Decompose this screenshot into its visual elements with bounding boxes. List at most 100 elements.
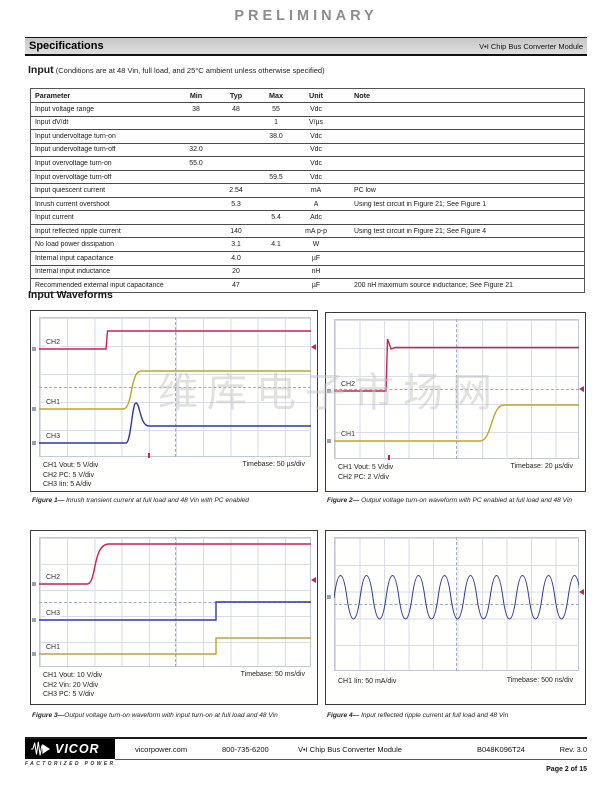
- setting-line: CH1 Vout: 5 V/div: [338, 464, 394, 471]
- caption-number: Figure 4—: [327, 712, 360, 719]
- table-row: Internal input capacitance 4.0 µF: [31, 251, 584, 265]
- logo-tagline: FACTORIZED POWER: [25, 761, 116, 767]
- col-header-min: Min: [189, 91, 203, 100]
- page-title: Specifications: [29, 40, 104, 52]
- cell-unit: Vdc: [310, 146, 322, 154]
- channel-label: CH1: [45, 398, 62, 407]
- scope-grid: [39, 317, 311, 457]
- spec-table: Parameter Min Typ Max Unit Note Input vo…: [30, 88, 585, 293]
- spec-table-rows: Input voltage range 38 48 55 Vdc Input dV/dt 1…: [31, 102, 584, 292]
- col-header-max: Max: [269, 91, 283, 100]
- table-row: Input current 5.4 Adc: [31, 210, 584, 224]
- trigger-position-marker: [388, 455, 390, 460]
- cell-param: Internal input inductance: [35, 268, 111, 276]
- cell-unit: Vdc: [310, 173, 322, 181]
- cell-typ: 48: [232, 105, 240, 113]
- setting-line: CH3 Iin: 5 A/div: [43, 481, 92, 488]
- vicor-waveform-icon: [31, 741, 50, 756]
- setting-line: CH1 Vout: 5 V/div: [43, 462, 99, 469]
- setting-line: CH2 PC: 5 V/div: [43, 471, 94, 479]
- channel-settings: CH1 Vout: 5 V/div CH2 PC: 5 V/div CH3 Ii…: [43, 461, 98, 490]
- table-row: Internal input inductance 20 nH: [31, 264, 584, 279]
- oscilloscope-screenshot-1: CH2 CH1 CH3 CH1 Vout: 5 V/div CH2 PC: 5 …: [30, 310, 318, 492]
- trigger-level-marker: [311, 577, 316, 583]
- cell-max: 4.1: [271, 241, 281, 249]
- page-number: Page 2 of 15: [546, 766, 587, 773]
- setting-line: CH2 PC: 2 V/div: [338, 473, 389, 481]
- setting-line: CH1 Iin: 50 mA/div: [338, 678, 397, 685]
- caption-number: Figure 3—: [32, 712, 65, 719]
- col-header-parameter: Parameter: [35, 91, 71, 100]
- caption-text: Input reflected ripple current at full l…: [359, 712, 509, 719]
- channel-ground-marker: [32, 347, 36, 351]
- timebase-label: Timebase: 50 ms/div: [240, 671, 305, 678]
- channel-label: CH2: [340, 380, 357, 389]
- table-row: Input quiescent current 2.54 mA PC low: [31, 183, 584, 197]
- figure-caption: Figure 2— Output voltage turn-on wavefor…: [327, 496, 582, 505]
- input-heading-label: Input: [28, 64, 54, 76]
- channel-ground-marker: [32, 407, 36, 411]
- channel-settings: CH1 Iin: 50 mA/div: [338, 677, 396, 687]
- cell-typ: 140: [230, 227, 242, 235]
- cell-unit: mA p-p: [305, 227, 327, 235]
- section-header-bar: Specifications V•I Chip Bus Converter Mo…: [25, 37, 587, 56]
- figure-caption: Figure 1— Inrush transient current at fu…: [32, 496, 314, 505]
- caption-text: Output voltage turn-on waveform with PC …: [359, 497, 573, 504]
- cell-max: 55: [272, 105, 280, 113]
- trigger-level-marker: [311, 344, 316, 350]
- scope-grid: [334, 537, 579, 671]
- channel-label: CH1: [45, 643, 62, 652]
- table-row: Input reflected ripple current 140 mA p-p U…: [31, 223, 584, 238]
- table-row: Input undervoltage turn-on 38.0 Vdc: [31, 129, 584, 143]
- cell-typ: 3.1: [231, 241, 241, 249]
- cell-unit: Vdc: [310, 132, 322, 140]
- cell-unit: nH: [311, 268, 321, 276]
- cell-param: No load power dissipation: [35, 241, 114, 249]
- col-header-unit: Unit: [309, 91, 323, 100]
- cell-param: Input overvoltage turn-off: [35, 173, 112, 181]
- cell-min: 55.0: [189, 159, 203, 167]
- cell-param: Inrush current overshoot: [35, 200, 110, 208]
- cell-typ: 4.0: [231, 254, 241, 262]
- cell-unit: V/µs: [309, 119, 323, 127]
- cell-typ: 47: [232, 281, 240, 289]
- footer-part-number: B048K096T24: [477, 745, 525, 754]
- cell-param: Input reflected ripple current: [35, 227, 121, 235]
- table-row: Recommended external input capacitance 47…: [31, 278, 584, 292]
- channel-ground-marker: [327, 439, 331, 443]
- cell-param: Input overvoltage turn-on: [35, 159, 112, 167]
- channel-settings: CH1 Vout: 10 V/div CH2 Vin: 20 V/div CH3…: [43, 671, 102, 700]
- table-row: Input undervoltage turn-off 32.0 Vdc: [31, 142, 584, 157]
- oscilloscope-screenshot-4: CH1 Iin: 50 mA/div Timebase: 500 ns/div: [325, 530, 586, 705]
- channel-ground-marker: [32, 441, 36, 445]
- figure-caption: Figure 4— Input reflected ripple current…: [327, 711, 582, 720]
- vicor-logo-text: VICOR: [55, 742, 100, 756]
- header-product-name: V•I Chip Bus Converter Module: [479, 41, 583, 51]
- figure-3: CH2 CH3 CH1 CH1 Vout: 10 V/div CH2 Vin: …: [30, 530, 318, 730]
- channel-ground-marker: [327, 595, 331, 599]
- table-row: No load power dissipation 3.1 4.1 W: [31, 237, 584, 251]
- cell-min: 38: [192, 105, 200, 113]
- oscilloscope-screenshot-3: CH2 CH3 CH1 CH1 Vout: 10 V/div CH2 Vin: …: [30, 530, 318, 705]
- cell-unit: mA: [310, 187, 322, 195]
- table-row: Input overvoltage turn-on 55.0 Vdc: [31, 156, 584, 170]
- caption-text: Inrush transient current at full load an…: [64, 497, 249, 504]
- cell-unit: A: [313, 200, 319, 208]
- col-header-note: Note: [354, 91, 370, 100]
- setting-line: CH2 Vin: 20 V/div: [43, 681, 99, 689]
- cell-unit: Vdc: [310, 159, 322, 167]
- setting-line: CH3 PC: 5 V/div: [43, 691, 94, 698]
- cell-param: Input current: [35, 214, 74, 222]
- channel-ground-marker: [32, 618, 36, 622]
- input-section-heading: Input (Conditions are at 48 Vin, full lo…: [28, 64, 325, 76]
- figure-caption: Figure 3—Output voltage turn-on waveform…: [32, 711, 314, 720]
- trigger-level-marker: [579, 589, 584, 595]
- footer-top-rule: [25, 737, 587, 739]
- cell-param: Input dV/dt: [35, 119, 69, 127]
- timebase-label: Timebase: 20 µs/div: [510, 463, 573, 470]
- col-header-typ: Typ: [229, 91, 243, 100]
- channel-settings: CH1 Vout: 5 V/div CH2 PC: 2 V/div: [338, 463, 393, 482]
- cell-param: Input voltage range: [35, 105, 94, 113]
- footer-website: vicorpower.com: [135, 745, 188, 754]
